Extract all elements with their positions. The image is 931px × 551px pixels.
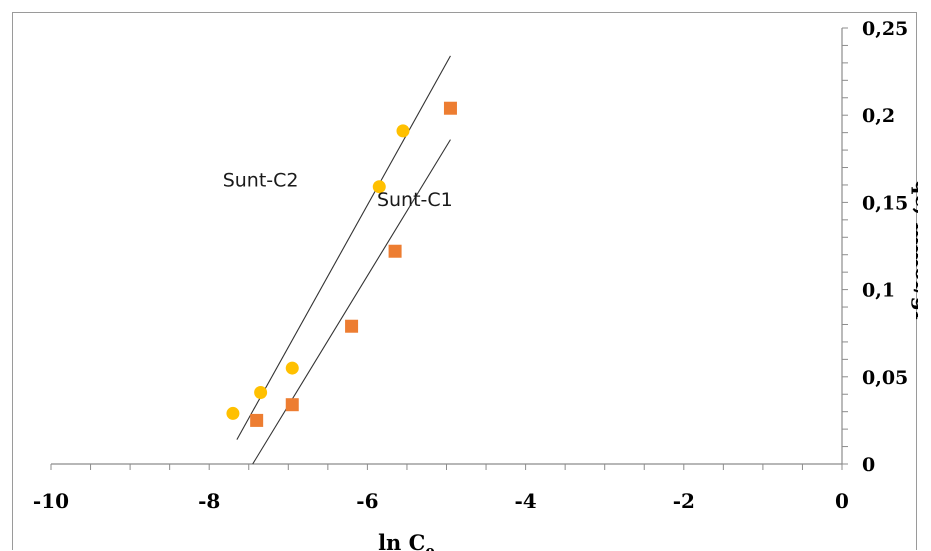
data-point-sunt-c1 [388, 244, 402, 258]
x-tick-label: -8 [198, 489, 220, 513]
y-tick-label: 0 [862, 454, 875, 476]
series-label-sunt-c1: Sunt-C1 [377, 189, 453, 211]
y-axis-title: qe, mmol/gr [911, 180, 918, 323]
trendline-sunt-c1 [252, 139, 451, 465]
trendlines [236, 55, 451, 465]
y-tick-label: 0,1 [862, 280, 895, 302]
data-point-sunt-c1 [345, 319, 359, 333]
x-tick-label: 0 [835, 489, 849, 513]
y-tick-label: 0,05 [862, 367, 908, 389]
axes [50, 27, 848, 470]
data-point-sunt-c1 [285, 398, 299, 412]
x-axis-title: ln Ce [378, 530, 435, 551]
data-point-sunt-c2 [372, 180, 386, 194]
trendline-sunt-c2 [236, 55, 451, 440]
x-tick-label: -6 [356, 489, 378, 513]
y-tick-label: 0,15 [862, 192, 908, 214]
x-tick-label: -10 [33, 489, 69, 513]
y-tick-label: 0,25 [862, 18, 908, 40]
y-tick-label: 0,2 [862, 105, 895, 127]
data-point-sunt-c2 [396, 124, 410, 138]
data-point-sunt-c2 [226, 406, 240, 420]
data-point-sunt-c2 [254, 385, 268, 399]
x-tick-label: -2 [673, 489, 695, 513]
data-point-sunt-c1 [250, 413, 264, 427]
chart-frame: -10 -8 -6 -4 -2 0 0 0,05 0,1 0,15 0,2 0,25 ln Ce qe, … [12, 12, 918, 551]
data-point-sunt-c1 [443, 101, 457, 115]
x-tick-label: -4 [514, 489, 536, 513]
data-point-sunt-c2 [285, 361, 299, 375]
tick-labels: -10 -8 -6 -4 -2 00 0,05 0,1 0,15 0,2 0,25 ln Ce qe, … [33, 18, 918, 551]
series-label-sunt-c2: Sunt-C2 [223, 170, 299, 192]
scatter-chart: -10 -8 -6 -4 -2 00 0,05 0,1 0,15 0,2 0,25 ln Ce qe, … [33, 18, 918, 551]
data-points [226, 101, 457, 427]
